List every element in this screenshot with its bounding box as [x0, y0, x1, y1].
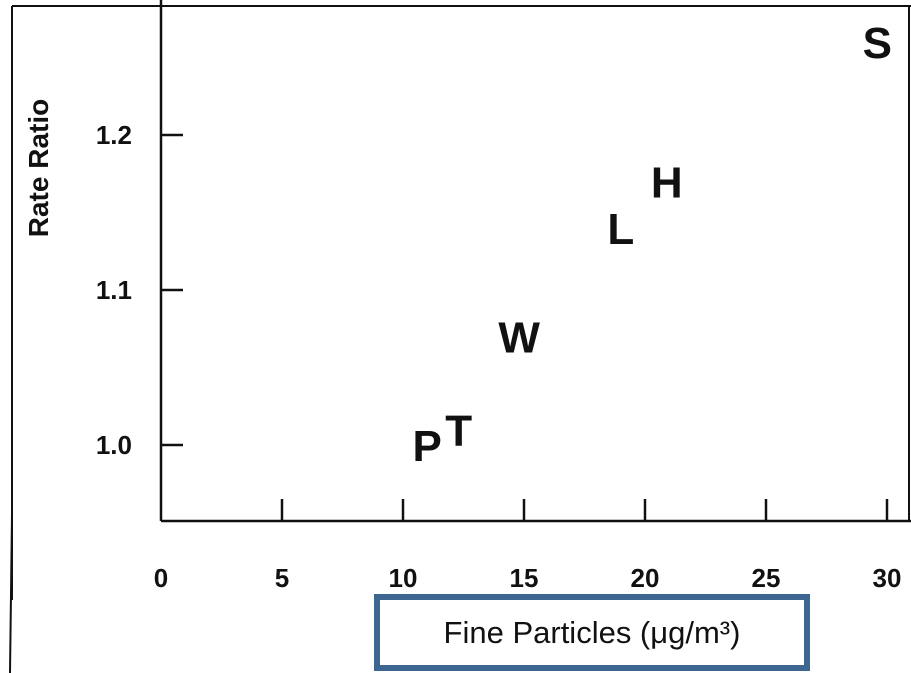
y-tick-label: 1.0 [96, 430, 132, 460]
y-axis-label: Rate Ratio [23, 99, 54, 237]
x-tick-label: 25 [752, 563, 781, 593]
x-tick-label: 5 [275, 563, 289, 593]
data-point-t: T [445, 407, 472, 456]
data-point-p: P [413, 422, 442, 471]
data-point-l: L [607, 205, 634, 254]
x-tick-label: 0 [154, 563, 168, 593]
x-tick-label: 30 [873, 563, 902, 593]
x-axis-label-box: Fine Particles (μg/m³) [374, 594, 810, 671]
data-point-w: W [498, 314, 540, 363]
x-axis-label: Fine Particles (μg/m³) [443, 614, 741, 650]
x-tick-label: 10 [389, 563, 418, 593]
x-ticks: 0 5 10 15 20 25 30 [154, 499, 902, 593]
y-tick-label: 1.2 [96, 120, 132, 150]
y-ticks: 1.0 1.1 1.2 [96, 120, 183, 460]
y-tick-label: 1.1 [96, 275, 132, 305]
page-frame-left-lower [9, 514, 13, 673]
data-point-h: H [651, 159, 683, 208]
data-points: P TW LH S [413, 19, 892, 471]
x-tick-label: 15 [510, 563, 539, 593]
x-tick-label: 20 [631, 563, 660, 593]
data-point-s: S [863, 19, 892, 68]
